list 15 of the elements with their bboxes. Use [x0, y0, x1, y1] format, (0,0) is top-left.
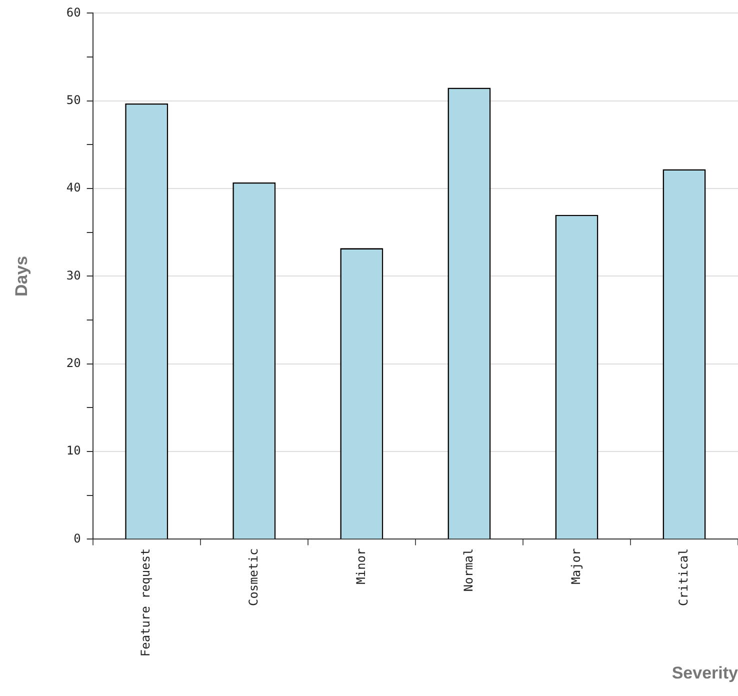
y-tick-label: 0 — [74, 531, 81, 546]
y-axis-title: Days — [12, 256, 31, 297]
y-tick-label: 60 — [66, 5, 81, 20]
y-tick-label: 10 — [66, 444, 81, 458]
y-tick-label: 20 — [66, 356, 81, 370]
x-tick-label: Cosmetic — [246, 548, 260, 606]
x-axis-title: Severity — [672, 663, 738, 682]
y-tick-label: 40 — [66, 180, 81, 195]
x-tick-label: Feature request — [138, 548, 153, 657]
x-tick-label: Critical — [676, 548, 690, 606]
x-tick-label: Major — [568, 548, 583, 584]
x-tick-label: Normal — [461, 548, 476, 592]
y-tick-label: 30 — [66, 268, 81, 282]
y-tick-label: 50 — [66, 92, 81, 107]
x-tick-label: Minor — [354, 548, 368, 584]
